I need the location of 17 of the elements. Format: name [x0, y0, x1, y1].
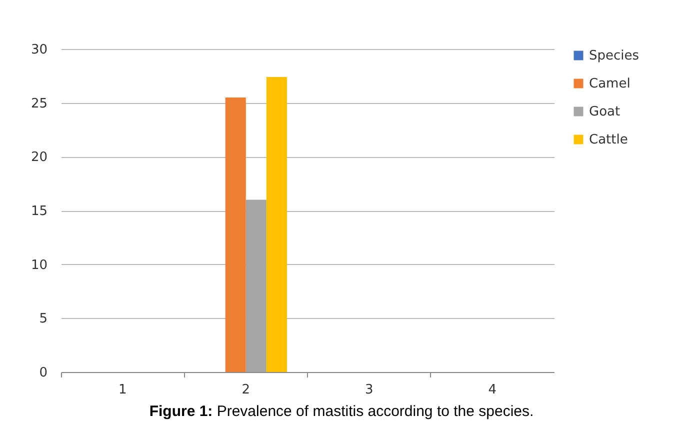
x-tick-label: 4: [488, 382, 497, 398]
y-tick-label: 10: [30, 258, 48, 273]
x-tick-label: 1: [118, 382, 127, 398]
y-tick-label: 20: [30, 150, 48, 166]
legend-label: Camel: [589, 76, 630, 92]
y-tick-label: 0: [39, 366, 48, 380]
y-tick-label: 5: [39, 312, 48, 327]
y-tick-label: 15: [30, 204, 48, 219]
y-tick-label: 25: [30, 96, 48, 112]
x-tick-label: 3: [364, 382, 374, 398]
legend-label: Species: [589, 48, 640, 64]
text: Prevalence of mastitis according to the species.: [216, 403, 534, 420]
legend-label: Goat: [589, 104, 620, 120]
legend-label: Cattle: [589, 132, 628, 148]
x-tick-label: 2: [242, 382, 250, 398]
y-tick-label: 30: [30, 42, 48, 58]
caption: Figure 1:: [149, 403, 213, 420]
